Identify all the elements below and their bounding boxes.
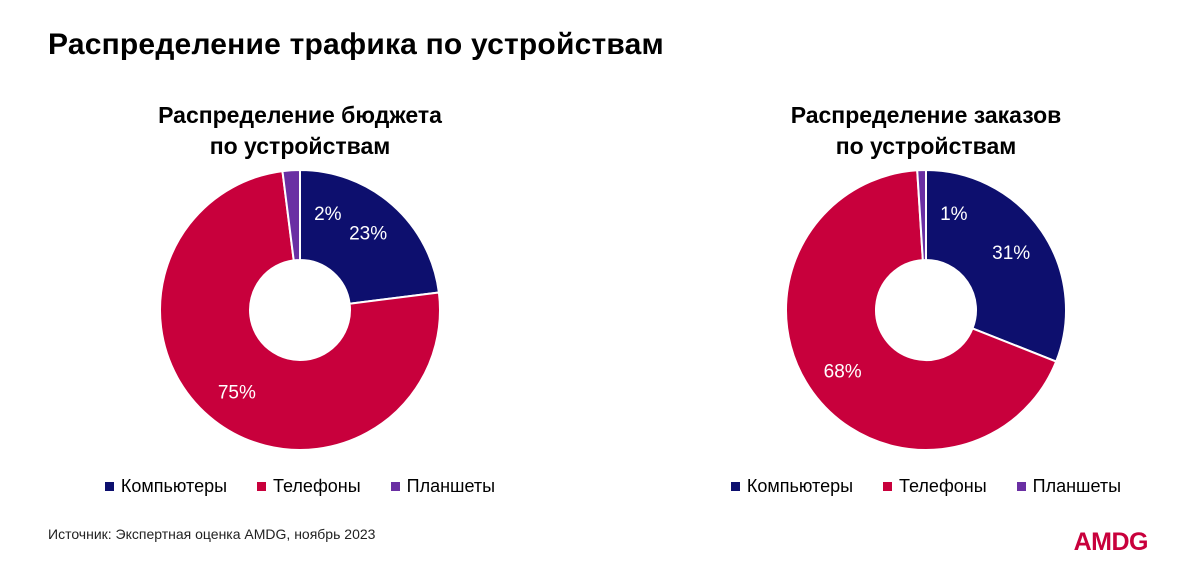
- slice-phones: [159, 169, 441, 451]
- legend-label-tablets: Планшеты: [406, 476, 496, 496]
- legend-item-tablets: Планшеты: [390, 476, 496, 497]
- budget-chart-title-line-2: по устройствам: [209, 133, 391, 159]
- legend-label-phones: Телефоны: [899, 476, 987, 496]
- source-note: Источник: Экспертная оценка AMDG, ноябрь…: [48, 526, 376, 542]
- legend-swatch-phones: [883, 482, 893, 491]
- budget-chart-title-line-1: Распределение бюджета: [158, 102, 442, 128]
- orders-donut: 31% 68% 1%: [785, 168, 1067, 451]
- orders-chart-title-line-2: по устройствам: [835, 133, 1017, 159]
- slice-label-computers: 23%: [349, 224, 387, 245]
- legend-label-phones: Телефоны: [273, 476, 361, 496]
- legend-label-computers: Компьютеры: [120, 476, 228, 496]
- orders-chart: Распределение заказов по устройствам 31%…: [716, 100, 1136, 510]
- slice-computers: [925, 168, 1067, 363]
- legend-label-computers: Компьютеры: [746, 476, 854, 496]
- legend-item-computers: Компьютеры: [730, 476, 854, 497]
- orders-chart-title: Распределение заказов по устройствам: [716, 100, 1136, 162]
- orders-chart-title-line-1: Распределение заказов: [790, 102, 1062, 128]
- slice-phones: [785, 169, 1058, 451]
- amdg-logo: AMDG: [1073, 528, 1149, 556]
- slice-tablets: [281, 168, 301, 262]
- slice-computers: [299, 168, 441, 305]
- slice-tablets: [916, 168, 927, 262]
- budget-chart: Распределение бюджета по устройствам 23%…: [90, 100, 510, 510]
- legend-label-tablets: Планшеты: [1032, 476, 1122, 496]
- legend-item-computers: Компьютеры: [104, 476, 228, 497]
- slice-label-phones: 68%: [824, 362, 862, 383]
- slice-label-tablets: 1%: [940, 204, 968, 225]
- legend-swatch-computers: [730, 482, 740, 491]
- legend-swatch-tablets: [390, 482, 400, 491]
- legend-item-tablets: Планшеты: [1016, 476, 1122, 497]
- legend-swatch-phones: [257, 482, 267, 491]
- legend-swatch-computers: [104, 482, 114, 491]
- budget-donut: 23% 75% 2%: [159, 168, 441, 451]
- budget-chart-title: Распределение бюджета по устройствам: [90, 100, 510, 162]
- orders-legend: Компьютеры Телефоны Планшеты: [716, 476, 1136, 497]
- legend-item-phones: Телефоны: [883, 476, 987, 497]
- budget-legend: Компьютеры Телефоны Планшеты: [90, 476, 510, 497]
- page-title: Распределение трафика по устройствам: [48, 28, 664, 61]
- legend-swatch-tablets: [1016, 482, 1026, 491]
- slice-label-tablets: 2%: [314, 204, 342, 225]
- slice-label-computers: 31%: [992, 243, 1030, 264]
- slice-label-phones: 75%: [218, 382, 256, 403]
- legend-item-phones: Телефоны: [257, 476, 361, 497]
